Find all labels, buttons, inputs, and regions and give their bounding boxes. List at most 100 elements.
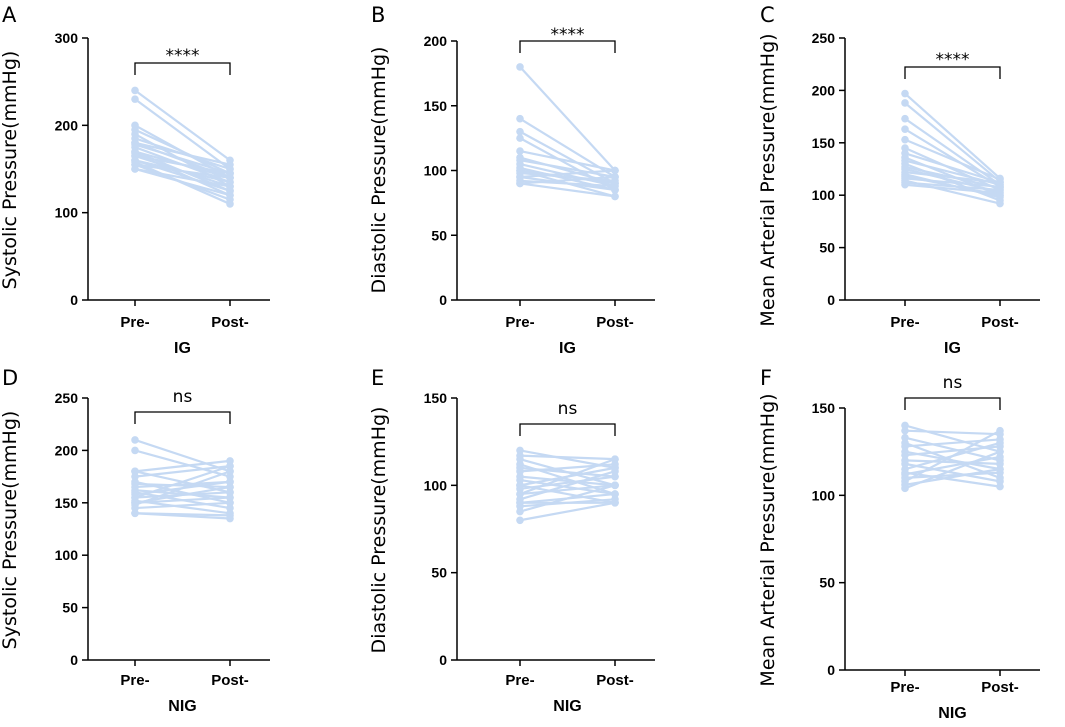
- paired-line: [904, 177, 1001, 188]
- paired-line: [134, 459, 231, 473]
- paired-line: [134, 163, 231, 179]
- data-point-post: [996, 426, 1004, 435]
- data-point-pre: [516, 476, 524, 484]
- data-point-pre: [516, 455, 524, 463]
- data-point-post: [226, 488, 234, 497]
- y-tick-label: 150: [424, 98, 448, 114]
- paired-line: [904, 450, 1001, 490]
- x-axis-label: IG: [559, 340, 576, 357]
- paired-line: [904, 459, 1001, 465]
- paired-line: [904, 462, 1001, 483]
- paired-line: [519, 66, 616, 172]
- data-point-post: [226, 160, 234, 169]
- data-point-pre: [131, 86, 139, 95]
- data-point-post: [226, 483, 234, 491]
- paired-line: [904, 455, 1001, 476]
- x-tick-label: Post-: [211, 672, 249, 689]
- y-tick-label: 100: [55, 547, 79, 563]
- data-point-pre: [901, 114, 909, 123]
- x-axis-label: NIG: [168, 698, 196, 715]
- data-point-post: [226, 467, 234, 476]
- y-tick-label: 0: [827, 292, 835, 308]
- panel-letter: E: [371, 366, 384, 390]
- data-point-pre: [901, 180, 909, 189]
- data-point-pre: [901, 442, 909, 451]
- data-point-post: [226, 472, 234, 481]
- y-tick-label: 200: [812, 82, 836, 98]
- data-point-pre: [131, 509, 139, 518]
- significance-label: ns: [173, 387, 193, 407]
- data-point-pre: [901, 144, 909, 152]
- paired-line: [904, 171, 1001, 184]
- data-point-post: [996, 482, 1004, 491]
- paired-line: [519, 149, 616, 172]
- data-point-post: [996, 477, 1004, 486]
- data-point-pre: [516, 516, 524, 525]
- data-point-post: [611, 472, 619, 481]
- paired-line: [134, 167, 231, 188]
- paired-line: [519, 458, 616, 496]
- y-tick-label: 50: [62, 600, 78, 616]
- paired-line: [134, 438, 231, 473]
- data-point-post: [611, 182, 619, 190]
- data-point-post: [611, 192, 619, 201]
- x-axis-label: IG: [944, 340, 961, 357]
- y-axis-label: Systolic Pressure(mmHg): [0, 51, 21, 290]
- data-point-post: [611, 455, 619, 463]
- data-point-pre: [516, 502, 524, 511]
- data-point-post: [226, 499, 234, 507]
- data-point-post: [996, 460, 1004, 468]
- paired-line: [904, 429, 1001, 483]
- data-point-post: [611, 173, 619, 181]
- paired-line: [134, 512, 231, 517]
- chart-panel-a: A Systolic Pressure(mmHg) 0 100 200 300 Pre- Po…: [0, 3, 270, 357]
- paired-line: [134, 141, 231, 166]
- paired-line: [519, 171, 616, 182]
- x-axis-label: NIG: [553, 698, 581, 715]
- paired-line: [519, 475, 616, 490]
- paired-line: [134, 480, 231, 489]
- chart-panel-f: F Mean Arterial Pressure(mmHg) 0 50 100 150 Pr…: [757, 366, 1040, 722]
- significance-label: ****: [166, 46, 200, 66]
- data-point-post: [226, 191, 234, 199]
- significance-bracket: [134, 411, 231, 424]
- chart-panel-c: C Mean Arterial Pressure(mmHg) 0 50 100 150 20…: [757, 3, 1040, 357]
- data-point-post: [226, 462, 234, 470]
- y-tick-label: 0: [827, 662, 835, 678]
- data-point-pre: [131, 472, 139, 481]
- paired-line: [134, 501, 231, 510]
- data-point-post: [611, 499, 619, 507]
- data-point-pre: [901, 135, 909, 144]
- chart-panel-e: E Diastolic Pressure(mmHg) 0 50 100 150 Pre- Po…: [368, 366, 655, 715]
- y-tick-label: 100: [55, 205, 79, 221]
- data-point-post: [226, 173, 234, 182]
- data-point-pre: [516, 127, 524, 136]
- y-tick-label: 100: [812, 487, 836, 503]
- paired-line: [904, 471, 1001, 488]
- paired-line: [519, 169, 616, 179]
- panel-letter: F: [760, 366, 772, 390]
- y-axis-label: Mean Arterial Pressure(mmHg): [757, 33, 779, 326]
- data-point-post: [611, 467, 619, 476]
- data-point-post: [611, 166, 619, 175]
- x-tick-label: Pre-: [120, 314, 149, 331]
- data-point-pre: [516, 134, 524, 142]
- data-point-pre: [516, 490, 524, 498]
- y-tick-label: 150: [812, 400, 836, 416]
- y-tick-label: 150: [424, 390, 448, 406]
- paired-line: [519, 498, 616, 508]
- x-tick-label: Post-: [596, 314, 634, 331]
- y-tick-label: 150: [812, 135, 836, 151]
- paired-line: [904, 471, 1001, 479]
- data-point-pre: [901, 451, 909, 459]
- data-point-post: [996, 439, 1004, 447]
- paired-line: [134, 159, 231, 192]
- y-tick-label: 200: [55, 442, 79, 458]
- data-point-pre: [131, 95, 139, 103]
- data-point-post: [611, 490, 619, 498]
- paired-line: [519, 501, 616, 522]
- panel-letter: D: [2, 366, 18, 390]
- significance-bracket: [134, 62, 231, 75]
- y-tick-label: 50: [431, 227, 447, 243]
